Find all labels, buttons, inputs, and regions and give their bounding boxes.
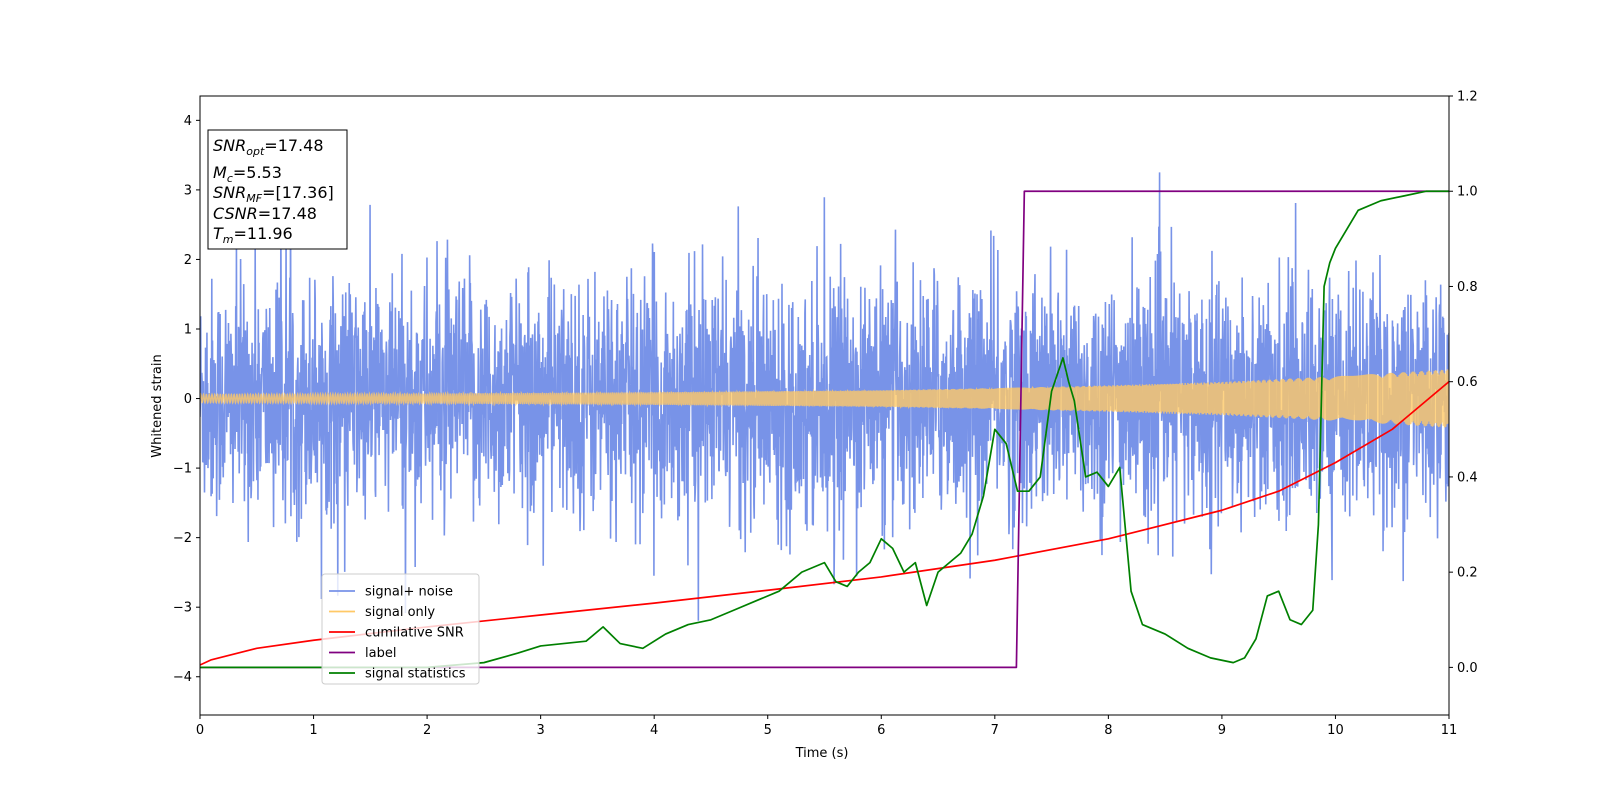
y-right-tick-label: 1.0 (1457, 185, 1478, 200)
x-tick-label: 11 (1441, 723, 1458, 738)
y-left-tick-label: −4 (173, 670, 192, 685)
series-label-line (200, 190, 1449, 669)
y-axis-right: 0.0 0.2 0.4 0.6 0.8 1.0 1.2 (1449, 90, 1478, 676)
annotation-box: SNRopt=17.48 Mc=5.53 SNRMF=[17.36] CSNR=… (207, 129, 348, 250)
x-tick-label: 0 (196, 723, 204, 738)
annotation-csnr: CSNR=17.48 (213, 204, 317, 223)
series-signal-only-line (200, 369, 1449, 428)
series-layer (200, 172, 1449, 669)
y-left-tick-label: 2 (184, 253, 192, 268)
annotation-snr-mf: SNRMF=[17.36] (213, 183, 334, 205)
legend: signal+ noise signal only cumilative SNR la… (321, 573, 480, 685)
x-tick-label: 10 (1327, 723, 1344, 738)
x-tick-label: 8 (1104, 723, 1112, 738)
legend-frame (321, 573, 480, 685)
plot-frame (199, 95, 1450, 716)
y-left-tick-label: 3 (184, 183, 192, 198)
y-right-tick-label: 0.8 (1457, 280, 1478, 295)
y-left-tick-label: −3 (173, 601, 192, 616)
y-left-tick-label: −2 (173, 531, 192, 546)
y-left-tick-label: −1 (173, 462, 192, 477)
x-tick-label: 6 (877, 723, 885, 738)
legend-label: signal+ noise (365, 585, 453, 600)
x-axis: 0 1 2 3 4 5 6 7 8 9 10 11 (196, 715, 1457, 738)
x-tick-label: 3 (536, 723, 544, 738)
y-right-tick-label: 1.2 (1457, 90, 1478, 105)
x-axis-label: Time (s) (795, 746, 849, 761)
legend-label: cumilative SNR (365, 626, 464, 641)
x-tick-label: 5 (764, 723, 772, 738)
annotation-snr-opt: SNRopt=17.48 (213, 136, 324, 158)
y-right-tick-label: 0.6 (1457, 375, 1478, 390)
annotation-tm: Tm=11.96 (213, 224, 293, 246)
x-tick-label: 4 (650, 723, 658, 738)
y-left-tick-label: 4 (184, 114, 192, 129)
series-signal-statistics-line (200, 190, 1449, 669)
x-tick-label: 2 (423, 723, 431, 738)
x-tick-label: 1 (309, 723, 317, 738)
y-axis-label: Whitened strain (150, 354, 165, 457)
y-left-tick-label: 0 (184, 392, 192, 407)
x-tick-label: 7 (991, 723, 999, 738)
legend-label: label (365, 646, 396, 661)
y-right-tick-label: 0.0 (1457, 661, 1478, 676)
legend-label: signal statistics (365, 667, 466, 682)
y-right-tick-label: 0.4 (1457, 470, 1478, 485)
legend-label: signal only (365, 605, 435, 620)
series-signal-noise-line (200, 172, 1449, 621)
annotation-mc: Mc=5.53 (213, 163, 282, 185)
x-tick-label: 9 (1218, 723, 1226, 738)
series-cumulative-snr-line (200, 381, 1449, 666)
y-right-tick-label: 0.2 (1457, 566, 1478, 581)
y-axis-left: −4 −3 −2 −1 0 1 2 3 4 (173, 114, 200, 685)
y-left-tick-label: 1 (184, 322, 192, 337)
